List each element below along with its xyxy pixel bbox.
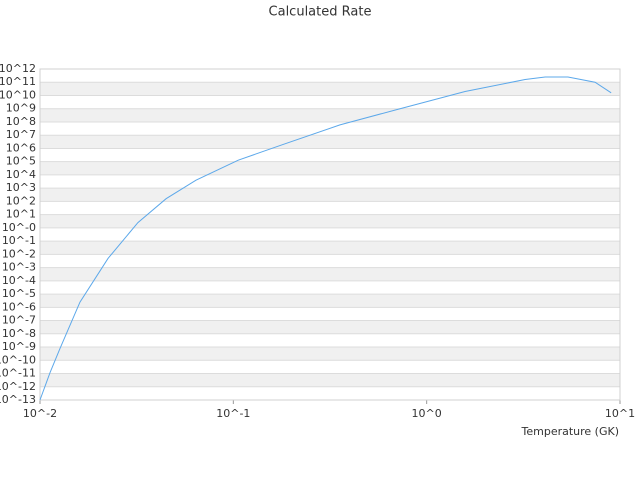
grid-band	[40, 241, 620, 255]
grid-band	[40, 214, 620, 228]
x-tick-label: 10^-1	[216, 407, 250, 420]
y-tick-label: 10^-4	[2, 274, 36, 287]
y-tick-label: 10^-12	[0, 380, 36, 393]
y-tick-label: 10^-13	[0, 393, 36, 406]
y-tick-label: 10^-9	[2, 340, 36, 353]
grid-band	[40, 82, 620, 96]
x-tick-label: 10^1	[605, 407, 635, 420]
y-tick-label: 10^-8	[2, 327, 36, 340]
y-tick-label: 10^-2	[2, 247, 36, 260]
y-tick-label: 10^-11	[0, 367, 36, 380]
y-tick-label: 10^12	[0, 62, 36, 75]
data-line	[39, 76, 612, 401]
y-tick-label: 10^-10	[0, 353, 36, 366]
grid-band	[40, 135, 620, 149]
chart-title: Calculated Rate	[269, 5, 372, 20]
grid-band	[40, 188, 620, 202]
grid-band	[40, 161, 620, 175]
y-tick-label: 10^-3	[2, 261, 36, 274]
grid-band	[40, 320, 620, 334]
x-tick-label: 10^0	[412, 407, 442, 420]
grid-band	[40, 373, 620, 387]
grid-band	[40, 294, 620, 308]
x-axis-label: Temperature (GK)	[521, 425, 620, 438]
y-tick-label: 10^7	[6, 128, 36, 141]
x-tick-label: 10^-2	[23, 407, 57, 420]
y-tick-label: 10^10	[0, 88, 36, 101]
y-tick-label: 10^-5	[2, 287, 36, 300]
y-tick-label: 10^1	[6, 208, 36, 221]
grid-band	[40, 347, 620, 361]
y-tick-label: 10^6	[6, 141, 36, 154]
plot-frame	[39, 68, 621, 401]
y-tick-label: 10^4	[6, 168, 36, 181]
y-tick-label: 10^-6	[2, 300, 36, 313]
grid-band	[40, 108, 620, 122]
y-tick-label: 10^5	[6, 155, 36, 168]
y-tick-label: 10^9	[6, 102, 36, 115]
y-tick-label: 10^8	[6, 115, 36, 128]
y-tick-label: 10^2	[6, 194, 36, 207]
y-tick-label: 10^11	[0, 75, 36, 88]
y-tick-label: 10^-1	[2, 234, 36, 247]
y-tick-label: 10^3	[6, 181, 36, 194]
y-tick-label: 10^-0	[2, 221, 36, 234]
plot-background	[40, 82, 620, 387]
y-tick-label: 10^-7	[2, 314, 36, 327]
grid-band	[40, 267, 620, 281]
